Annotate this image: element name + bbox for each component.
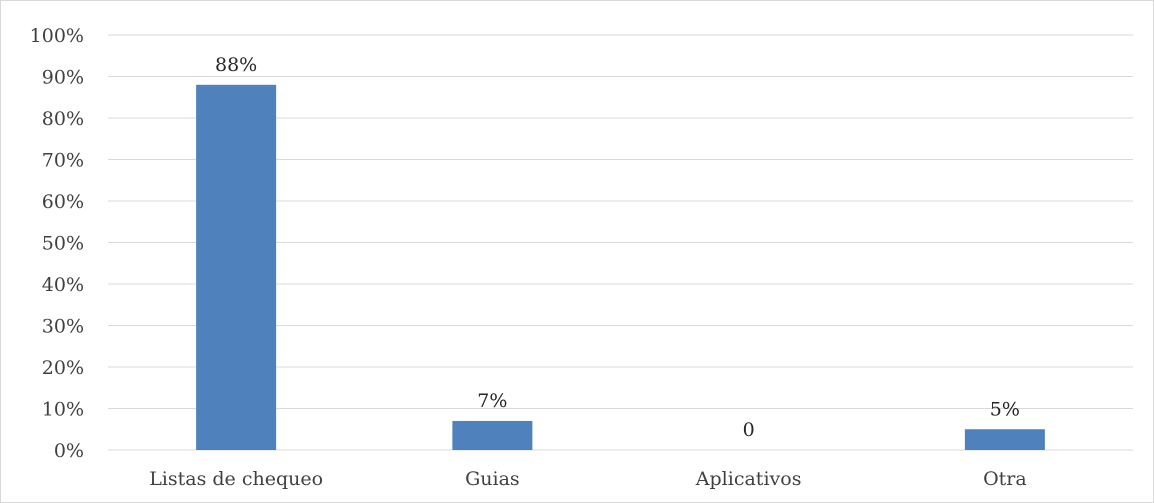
gridlines [108, 34, 1133, 451]
y-tick-label: 40% [42, 274, 84, 296]
y-tick-label: 80% [42, 108, 84, 130]
category-label: Otra [983, 468, 1027, 490]
data-label: 88% [215, 54, 257, 76]
y-tick-label: 30% [42, 316, 84, 338]
category-label: Aplicativos [695, 468, 802, 490]
data-label: 5% [990, 398, 1020, 420]
y-axis-tick-labels: 0% 10% 20% 30% 40% 50% 60% 70% 80% 90% 100% [30, 25, 84, 462]
bar [964, 429, 1045, 450]
data-labels: 88% 7% 0 5% [215, 54, 1020, 441]
bars [196, 84, 1045, 451]
y-tick-label: 60% [42, 191, 84, 213]
category-label: Guias [465, 468, 520, 490]
y-tick-label: 20% [42, 357, 84, 379]
y-tick-label: 50% [42, 233, 84, 255]
x-axis-category-labels: Listas de chequeo Guias Aplicativos Otra [149, 468, 1026, 490]
bar [452, 420, 533, 450]
category-label: Listas de chequeo [149, 468, 323, 490]
y-tick-label: 90% [42, 67, 84, 89]
data-label: 0 [743, 419, 755, 441]
data-label: 7% [477, 390, 507, 412]
y-tick-label: 100% [30, 25, 84, 47]
y-tick-label: 0% [54, 440, 84, 462]
y-tick-label: 10% [42, 399, 84, 421]
bar [196, 84, 277, 451]
y-tick-label: 70% [42, 150, 84, 172]
